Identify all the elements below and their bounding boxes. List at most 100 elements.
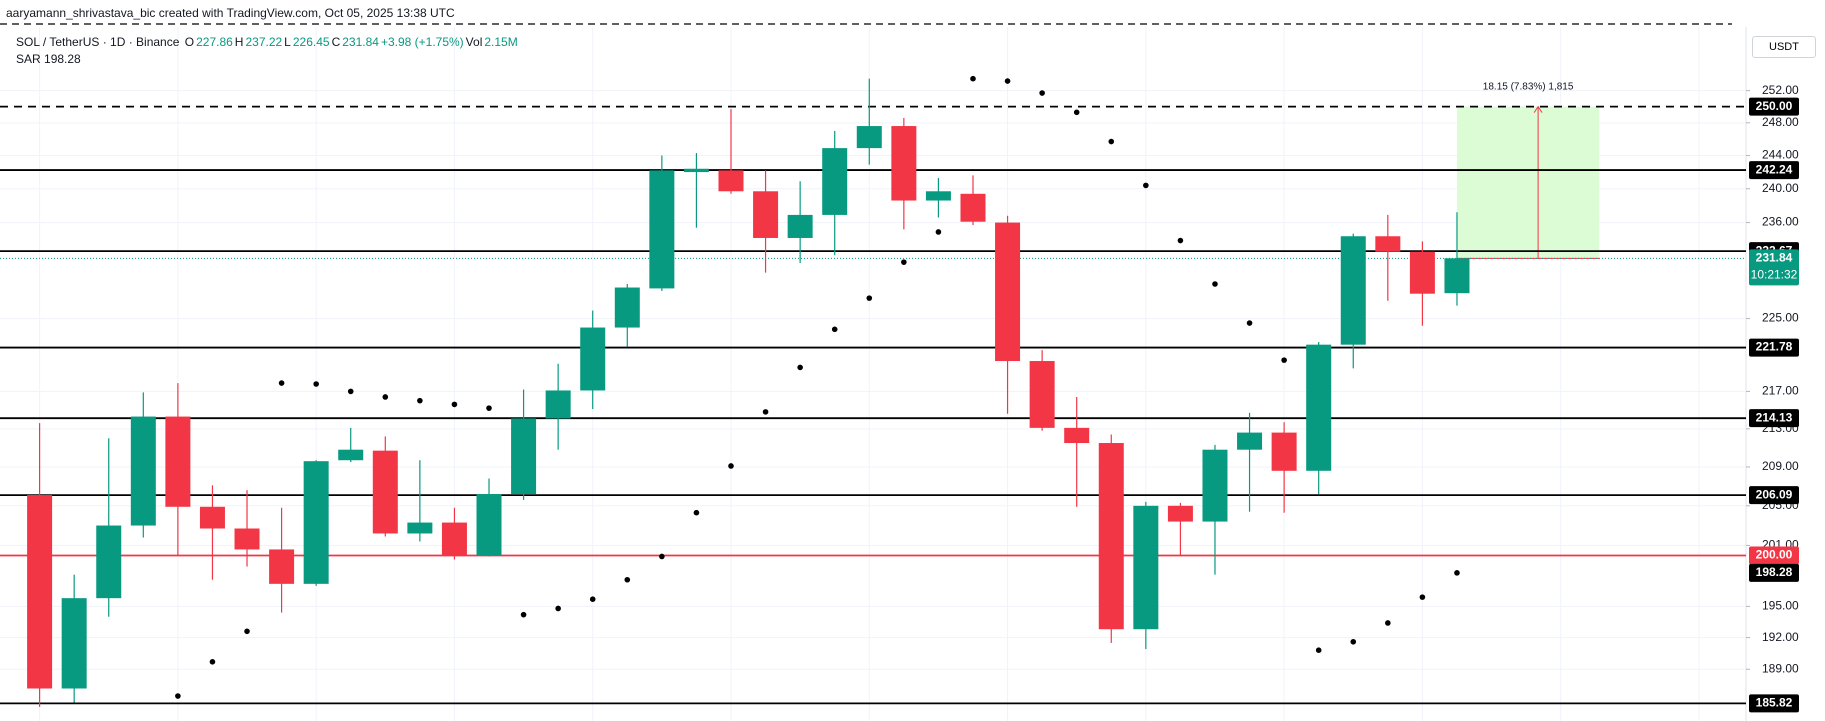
legend-value: 231.84: [342, 35, 379, 49]
candle-body: [1202, 449, 1228, 522]
sar-dot: [659, 553, 665, 560]
sar-dot: [693, 509, 700, 516]
sar-dot: [1004, 78, 1011, 84]
level-label: 206.09: [1756, 487, 1793, 501]
candle-body: [925, 191, 951, 201]
level-label-box: [1749, 409, 1799, 428]
last-price-label-box: [1749, 249, 1799, 286]
level-label: 250.00: [1756, 99, 1793, 113]
sar-dot: [1385, 620, 1391, 626]
sar-dot: [555, 605, 561, 612]
candle-body: [234, 528, 260, 550]
level-label-box: [1749, 161, 1799, 180]
candle-body: [96, 525, 122, 599]
y-tick-label: 236.00: [1762, 215, 1799, 229]
candle-body: [856, 126, 882, 149]
sar-dot: [175, 693, 181, 699]
sar-dot: [728, 463, 734, 469]
sar-dot: [1108, 138, 1115, 145]
level-label: 214.13: [1756, 410, 1793, 424]
sar-dot: [866, 295, 873, 301]
sar-dot: [1246, 320, 1253, 326]
legend-key: O: [184, 35, 195, 49]
sar-label-box: [1749, 563, 1799, 582]
level-label: 242.24: [1756, 162, 1793, 176]
currency[interactable]: USDT: [1752, 36, 1816, 58]
y-tick-label: 217.00: [1762, 384, 1799, 398]
candle-body: [753, 191, 779, 238]
legend-value: 237.22: [245, 35, 283, 49]
measure-area: [1456, 106, 1600, 259]
sar-dot: [589, 596, 596, 602]
legend-key: H: [234, 35, 244, 49]
indicator-value: 198.28: [44, 52, 81, 66]
legend-key: L: [284, 35, 291, 49]
candle-body: [61, 598, 87, 689]
candle-body: [545, 390, 571, 419]
candle-body: [1029, 361, 1055, 428]
y-tick-label: 189.00: [1762, 661, 1799, 675]
candle-body: [199, 506, 225, 529]
level-label-box: [1749, 97, 1799, 116]
sar-dot: [1454, 570, 1460, 576]
sar-dot: [1039, 90, 1045, 96]
candle-body: [1409, 251, 1435, 294]
sar-dot: [831, 326, 838, 333]
candle-body: [960, 193, 986, 222]
candle-body: [27, 495, 53, 689]
candle-body: [441, 522, 467, 556]
candle-body: [683, 168, 709, 173]
sar-dot: [451, 401, 458, 408]
candle-body: [476, 494, 502, 556]
candle-body: [511, 418, 537, 495]
candle-body: [338, 449, 364, 461]
sar-dot: [1419, 594, 1426, 600]
candle-body: [1444, 258, 1470, 294]
y-tick-label: 192.00: [1762, 630, 1799, 644]
countdown: 10:21:32: [1751, 268, 1798, 282]
sar-dot: [244, 628, 250, 635]
sar-dot: [1315, 647, 1322, 653]
legend-value: 2.15M: [484, 35, 518, 49]
measure-label: 18.15 (7.83%) 1,815: [1483, 81, 1574, 92]
candle-body: [303, 461, 329, 584]
y-tick-label: 248.00: [1762, 115, 1799, 129]
header: aaryamann_shrivastava_bic created with T…: [6, 6, 455, 20]
sar-dot: [901, 259, 907, 265]
legend-key: C: [331, 35, 341, 49]
sar-dot: [486, 405, 492, 411]
y-tick-label: 240.00: [1762, 181, 1799, 195]
sar-dot: [417, 397, 423, 404]
sar-dot: [209, 659, 216, 665]
candle-body: [1306, 344, 1332, 471]
candle-body: [822, 148, 848, 215]
candle-body: [787, 214, 813, 238]
last-price-label: 231.84: [1756, 251, 1793, 265]
sar-dot: [1143, 182, 1149, 189]
y-tick-label: 252.00: [1762, 83, 1799, 97]
indicator-legend: SAR 198.28: [16, 52, 81, 66]
change: +3.98 (+1.75%): [380, 35, 464, 49]
sar-dot: [1212, 281, 1218, 287]
sar-dot: [313, 381, 319, 387]
sar-dot: [935, 229, 942, 235]
candle-body: [580, 327, 606, 391]
legend-value: 227.86: [196, 35, 233, 49]
candle-body: [165, 416, 191, 507]
candle-body: [614, 287, 640, 328]
sar-dot: [1281, 357, 1287, 363]
candle-body: [130, 416, 156, 526]
sar-dot: [970, 75, 976, 82]
y-tick-label: 244.00: [1762, 148, 1799, 162]
level-label: 200.00: [1756, 548, 1793, 562]
level-label-box: [1749, 546, 1799, 565]
y-tick-label: 195.00: [1762, 599, 1799, 613]
candle-body: [891, 126, 917, 201]
sar-dot: [278, 380, 285, 386]
candle-body: [1064, 427, 1090, 444]
y-tick-label: 209.00: [1762, 459, 1799, 473]
candle-body: [1167, 505, 1193, 522]
sar-dot: [762, 409, 769, 415]
sar-dot: [520, 611, 527, 618]
